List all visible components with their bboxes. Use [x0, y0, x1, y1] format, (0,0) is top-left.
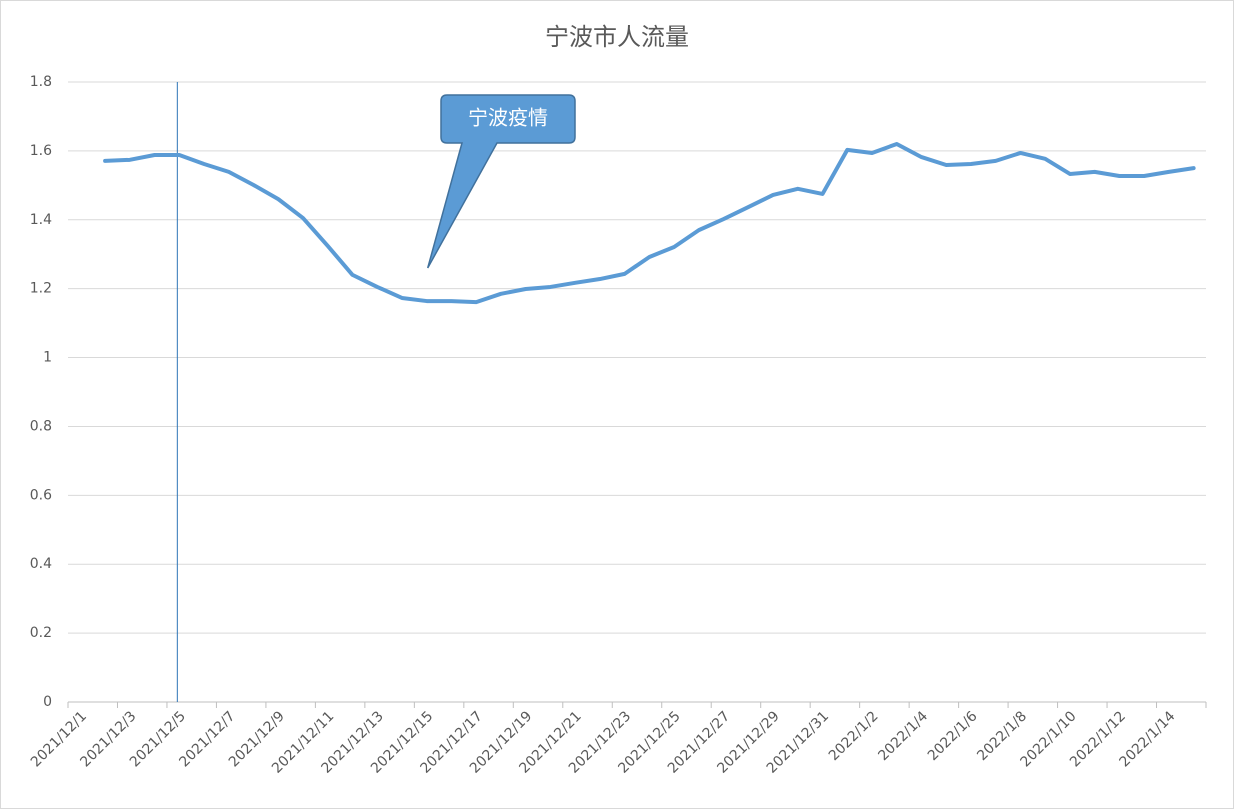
callout: 宁波疫情: [426, 94, 576, 269]
y-tick-label: 1.6: [30, 143, 52, 159]
y-tick-label: 0.6: [30, 487, 52, 503]
y-tick-label: 1.4: [30, 212, 52, 228]
callout-shape: [426, 94, 576, 269]
y-tick-label: 1: [43, 350, 52, 366]
chart-title: 宁波市人流量: [545, 23, 689, 51]
y-tick-label: 0: [43, 694, 52, 710]
y-tick-label: 0.2: [30, 625, 52, 641]
y-tick-label: 0.8: [30, 418, 52, 434]
y-tick-label: 1.8: [30, 74, 52, 90]
callout-text: 宁波疫情: [468, 106, 548, 130]
y-tick-label: 0.4: [30, 556, 52, 572]
line-series: [103, 142, 1196, 305]
y-tick-label: 1.2: [30, 281, 52, 297]
